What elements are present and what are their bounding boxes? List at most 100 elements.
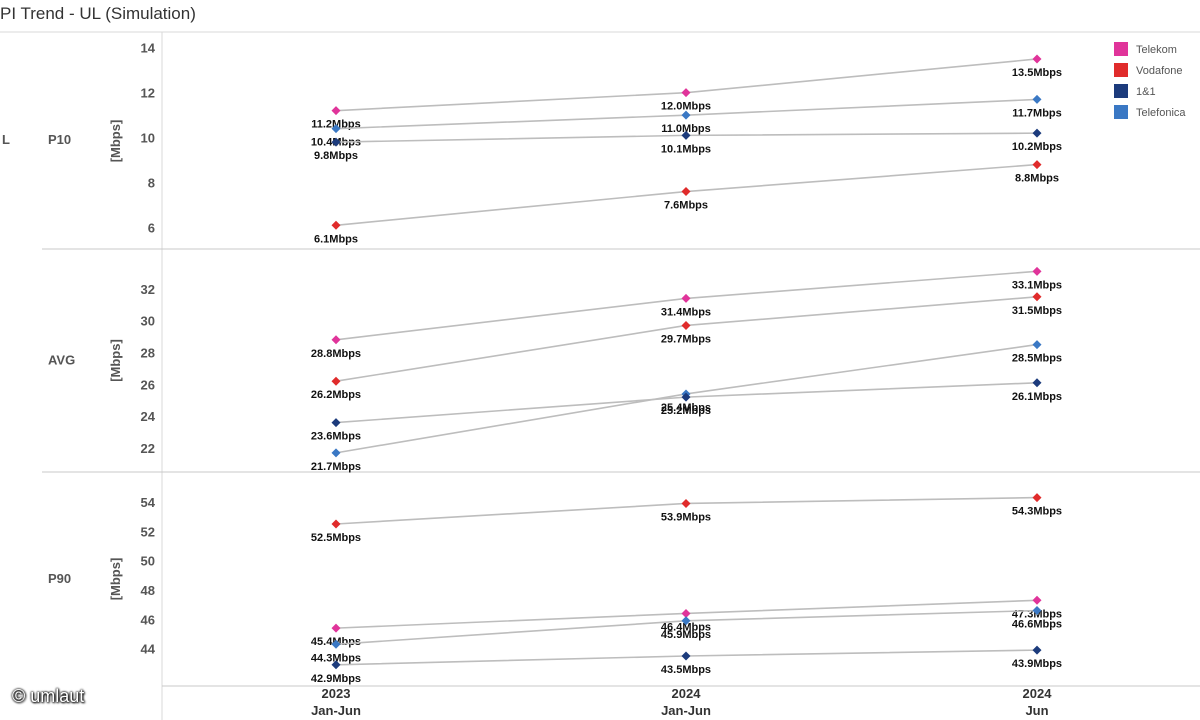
data-label: 31.5Mbps [1012, 305, 1062, 317]
x-tick-label: 2024 [1023, 686, 1053, 701]
data-label: 46.4Mbps [661, 621, 711, 633]
data-point [1032, 160, 1042, 170]
data-label: 25.4Mbps [661, 402, 711, 414]
data-label: 12.0Mbps [661, 101, 711, 113]
y-tick-label: 44 [141, 642, 156, 657]
y-tick-label: 26 [141, 377, 155, 392]
x-tick-label: Jan-Jun [311, 703, 361, 718]
y-tick-label: 28 [141, 346, 155, 361]
y-tick-label: 12 [141, 86, 155, 101]
data-point [331, 418, 341, 428]
side-label: L [2, 132, 10, 147]
data-point [681, 320, 691, 330]
y-axis-title: [Mbps] [108, 120, 123, 163]
data-label: 8.8Mbps [1015, 173, 1059, 185]
legend-swatch [1114, 105, 1128, 119]
data-label: 52.5Mbps [311, 532, 361, 544]
data-point [1032, 645, 1042, 655]
data-point [331, 623, 341, 633]
data-label: 26.2Mbps [311, 389, 361, 401]
data-point [681, 498, 691, 508]
x-tick-label: Jun [1025, 703, 1048, 718]
y-tick-label: 52 [141, 524, 155, 539]
data-label: 31.4Mbps [661, 306, 711, 318]
data-point [331, 106, 341, 116]
legend-swatch [1114, 84, 1128, 98]
data-point [331, 335, 341, 345]
data-label: 46.6Mbps [1012, 619, 1062, 631]
data-label: 44.3Mbps [311, 652, 361, 664]
data-label: 11.7Mbps [1012, 107, 1062, 119]
data-point [331, 639, 341, 649]
data-point [681, 110, 691, 120]
data-point [1032, 340, 1042, 350]
data-point [681, 88, 691, 98]
data-point [331, 220, 341, 230]
y-tick-label: 6 [148, 221, 155, 236]
data-point [331, 137, 341, 147]
data-label: 29.7Mbps [661, 333, 711, 345]
panel-row-label: AVG [48, 353, 75, 368]
y-axis-title: [Mbps] [108, 339, 123, 382]
chart-title: PI Trend - UL (Simulation) [0, 4, 196, 23]
y-tick-label: 22 [141, 441, 155, 456]
data-point [1032, 54, 1042, 64]
panel-row-label: P10 [48, 132, 71, 147]
data-label: 43.5Mbps [661, 664, 711, 676]
y-tick-label: 54 [141, 495, 156, 510]
data-point [1032, 595, 1042, 605]
x-tick-label: 2024 [672, 686, 702, 701]
data-point [681, 293, 691, 303]
legend-swatch [1114, 63, 1128, 77]
data-point [1032, 292, 1042, 302]
y-tick-label: 48 [141, 583, 155, 598]
data-point [331, 376, 341, 386]
legend-label: 1&1 [1136, 86, 1156, 98]
data-label: 53.9Mbps [661, 511, 711, 523]
data-point [681, 392, 691, 402]
y-tick-label: 14 [141, 41, 156, 56]
data-point [331, 519, 341, 529]
data-point [681, 651, 691, 661]
y-tick-label: 24 [141, 409, 156, 424]
y-tick-label: 46 [141, 612, 155, 627]
data-point [331, 448, 341, 458]
data-label: 45.9Mbps [661, 629, 711, 641]
y-tick-label: 32 [141, 282, 155, 297]
data-point [1032, 378, 1042, 388]
data-point [1032, 94, 1042, 104]
data-label: 28.8Mbps [311, 348, 361, 360]
legend-label: Vodafone [1136, 65, 1183, 77]
data-label: 10.1Mbps [661, 143, 711, 155]
data-label: 54.3Mbps [1012, 506, 1062, 518]
data-point [1032, 128, 1042, 138]
panel-row-label: P90 [48, 571, 71, 586]
y-tick-label: 30 [141, 314, 155, 329]
data-point [1032, 606, 1042, 616]
watermark: © umlaut [12, 686, 85, 706]
x-tick-label: Jan-Jun [661, 703, 711, 718]
data-label: 23.6Mbps [311, 431, 361, 443]
data-label: 42.9Mbps [311, 673, 361, 685]
x-tick-label: 2023 [322, 686, 351, 701]
data-label: 13.5Mbps [1012, 67, 1062, 79]
data-label: 11.0Mbps [661, 123, 711, 135]
y-axis-title: [Mbps] [108, 558, 123, 601]
legend-swatch [1114, 42, 1128, 56]
data-label: 10.2Mbps [1012, 141, 1062, 153]
data-label: 25.2Mbps [661, 405, 711, 417]
data-point [331, 660, 341, 670]
data-point [681, 187, 691, 197]
data-label: 9.8Mbps [314, 150, 358, 162]
data-point [681, 608, 691, 618]
data-point [1032, 266, 1042, 276]
y-tick-label: 8 [148, 176, 155, 191]
data-label: 6.1Mbps [314, 233, 358, 245]
data-point [681, 616, 691, 626]
data-label: 26.1Mbps [1012, 391, 1062, 403]
legend-label: Telekom [1136, 44, 1177, 56]
data-point [331, 124, 341, 134]
data-label: 28.5Mbps [1012, 353, 1062, 365]
data-label: 7.6Mbps [664, 200, 708, 212]
